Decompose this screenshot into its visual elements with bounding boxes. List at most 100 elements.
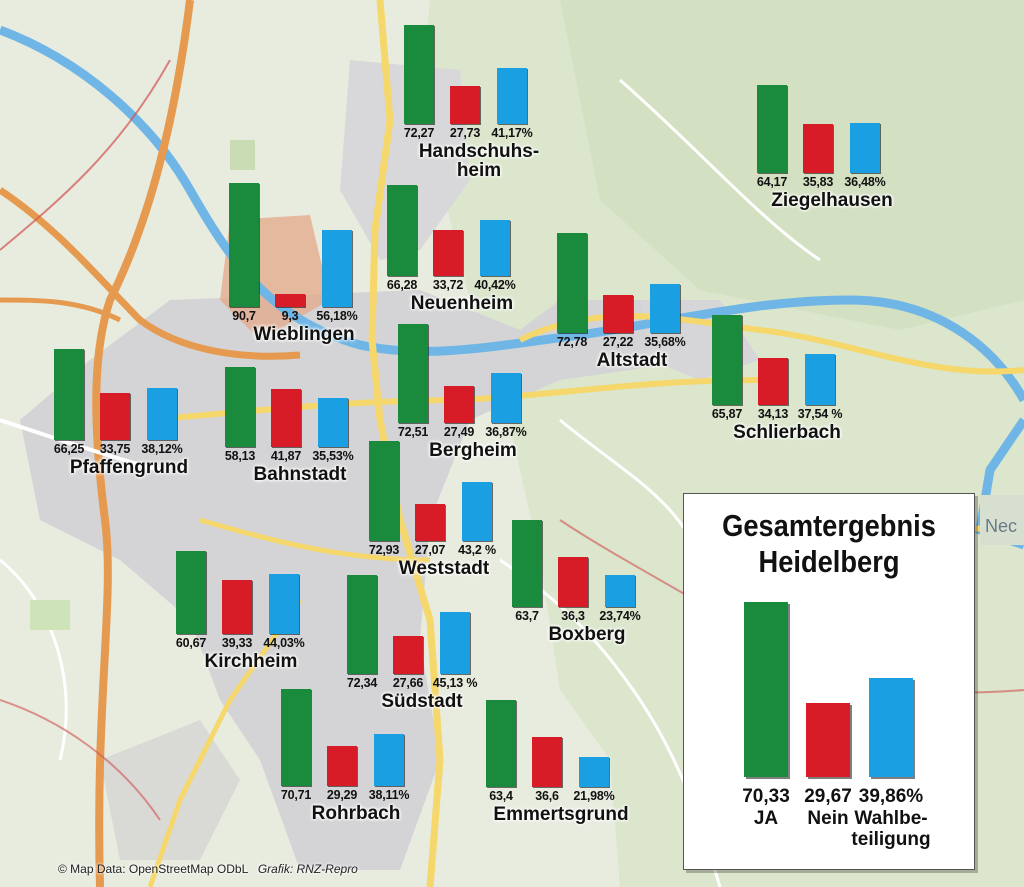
district-name: Altstadt bbox=[596, 349, 668, 371]
district-plot: 63,4 36,6 21,98% Emmertsgrund bbox=[486, 657, 636, 824]
bar-nein bbox=[603, 295, 633, 333]
total-result-panel: Gesamtergebnis Heidelberg 70,33 29,67 39… bbox=[683, 493, 975, 870]
total-category-beteiligung-2: teiligung bbox=[851, 829, 931, 850]
value-label-ja: 66,28 bbox=[386, 277, 418, 292]
district-name: Neuenheim bbox=[410, 292, 514, 314]
value-label-beteiligung: 38,11% bbox=[368, 787, 410, 802]
total-category-beteiligung-1: Wahlbe- bbox=[854, 808, 928, 829]
bar-ja bbox=[54, 349, 84, 440]
total-bar-beteiligung bbox=[869, 677, 913, 777]
bar-ja bbox=[281, 689, 311, 786]
district-1: 64,17 35,83 36,48% Ziegelhausen bbox=[757, 43, 917, 210]
bar-ja bbox=[369, 441, 399, 541]
bar-nein bbox=[532, 736, 562, 787]
value-label-nein: 27,22 bbox=[602, 334, 634, 349]
value-label-nein: 36,6 bbox=[535, 788, 559, 803]
total-value-ja: 70,33 bbox=[742, 786, 790, 807]
value-label-ja: 65,87 bbox=[711, 407, 743, 422]
district-11: 60,67 39,33 44,03% Kirchheim bbox=[176, 504, 336, 671]
district-plot: 66,25 33,75 38,12% Pfaffengrund bbox=[54, 310, 204, 477]
value-label-nein: 39,33 bbox=[221, 636, 253, 651]
district-plot: 65,87 34,13 37,54 % Schlierbach bbox=[712, 275, 862, 442]
value-label-ja: 72,78 bbox=[556, 334, 588, 349]
district-plot: 72,78 27,22 35,68% Altstadt bbox=[557, 203, 707, 370]
value-label-nein: 27,66 bbox=[392, 675, 424, 690]
value-label-ja: 58,13 bbox=[224, 448, 256, 463]
bar-beteiligung bbox=[322, 230, 352, 308]
value-label-nein: 34,13 bbox=[757, 407, 789, 422]
bar-ja bbox=[347, 575, 377, 674]
bar-ja bbox=[712, 315, 742, 406]
district-plot: 70,71 29,29 38,11% Rohrbach bbox=[281, 656, 431, 823]
value-label-ja: 66,25 bbox=[53, 441, 85, 456]
bar-beteiligung bbox=[650, 283, 680, 333]
value-label-ja: 72,27 bbox=[403, 125, 435, 140]
district-plot: 72,51 27,49 36,87% Bergheim bbox=[398, 293, 548, 460]
total-plot bbox=[684, 590, 974, 777]
district-5: 65,87 34,13 37,54 % Schlierbach bbox=[712, 275, 872, 442]
bar-nein bbox=[100, 393, 130, 440]
bar-nein bbox=[803, 123, 833, 173]
value-label-ja: 64,17 bbox=[756, 174, 788, 189]
road-label: Nec bbox=[985, 516, 1017, 536]
district-name: Pfaffengrund bbox=[69, 456, 189, 478]
bar-beteiligung bbox=[318, 397, 348, 447]
district-12: 72,34 27,66 45,13 % Südstadt bbox=[347, 544, 507, 711]
bar-nein bbox=[393, 636, 423, 674]
total-title-line2: Heidelberg bbox=[758, 544, 900, 579]
value-label-beteiligung: 45,13 % bbox=[432, 675, 478, 690]
district-9: 72,93 27,07 43,2 % Weststadt bbox=[369, 411, 529, 578]
district-plot: 64,17 35,83 36,48% Ziegelhausen bbox=[757, 43, 907, 210]
value-label-beteiligung: 56,18% bbox=[316, 309, 358, 324]
value-label-beteiligung: 44,03% bbox=[263, 636, 305, 651]
total-category-ja: JA bbox=[753, 808, 779, 829]
bar-ja bbox=[398, 324, 428, 424]
value-label-nein: 9,3 bbox=[281, 309, 299, 324]
district-14: 63,4 36,6 21,98% Emmertsgrund bbox=[486, 657, 646, 824]
value-label-nein: 33,75 bbox=[99, 441, 131, 456]
bar-beteiligung bbox=[147, 387, 177, 440]
district-name: Rohrbach bbox=[311, 802, 401, 824]
value-label-ja: 90,7 bbox=[232, 309, 256, 324]
district-plot: 60,67 39,33 44,03% Kirchheim bbox=[176, 504, 326, 671]
bar-beteiligung bbox=[850, 122, 880, 173]
district-0: 72,27 27,73 41,17% Handschuhs- heim bbox=[404, 0, 564, 180]
bar-ja bbox=[404, 25, 434, 124]
district-plot: 72,34 27,66 45,13 % Südstadt bbox=[347, 544, 497, 711]
district-plot: 66,28 33,72 40,42% Neuenheim bbox=[387, 146, 537, 313]
district-name: Kirchheim bbox=[204, 651, 298, 673]
value-label-beteiligung: 38,12% bbox=[141, 441, 183, 456]
value-label-beteiligung: 37,54 % bbox=[797, 407, 843, 422]
value-label-beteiligung: 36,48% bbox=[844, 174, 886, 189]
district-3: 66,28 33,72 40,42% Neuenheim bbox=[387, 146, 547, 313]
value-label-beteiligung: 21,98% bbox=[573, 788, 615, 803]
bar-ja bbox=[387, 185, 417, 276]
bar-beteiligung bbox=[805, 353, 835, 406]
bar-beteiligung bbox=[462, 481, 492, 541]
bar-ja bbox=[229, 183, 259, 308]
bar-nein bbox=[275, 294, 305, 308]
bar-nein bbox=[271, 389, 301, 447]
value-label-nein: 27,07 bbox=[414, 542, 446, 557]
bar-ja bbox=[176, 551, 206, 635]
district-plot: 58,13 41,87 35,53% Bahnstadt bbox=[225, 317, 375, 484]
bar-beteiligung bbox=[491, 372, 521, 424]
district-6: 66,25 33,75 38,12% Pfaffengrund bbox=[54, 310, 214, 477]
value-label-beteiligung: 43,2 % bbox=[458, 542, 496, 557]
value-label-beteiligung: 41,17% bbox=[491, 125, 533, 140]
district-plot: 90,7 9,3 56,18% Wieblingen bbox=[229, 177, 379, 344]
bar-ja bbox=[557, 233, 587, 333]
value-label-beteiligung: 40,42% bbox=[474, 277, 516, 292]
total-value-nein: 29,67 bbox=[804, 786, 852, 807]
district-name: Emmertsgrund bbox=[493, 803, 629, 825]
district-4: 72,78 27,22 35,68% Altstadt bbox=[557, 203, 717, 370]
osm-credit: © Map Data: OpenStreetMap ODbL bbox=[58, 862, 248, 876]
bar-beteiligung bbox=[440, 612, 470, 674]
district-name: Ziegelhausen bbox=[771, 189, 893, 211]
total-title-line1: Gesamtergebnis bbox=[722, 508, 936, 543]
bar-beteiligung bbox=[269, 573, 299, 635]
bar-ja bbox=[757, 85, 787, 173]
bar-ja bbox=[486, 700, 516, 787]
district-plot: 63,7 36,3 23,74% Boxberg bbox=[512, 477, 662, 644]
value-label-beteiligung: 35,68% bbox=[644, 334, 686, 349]
